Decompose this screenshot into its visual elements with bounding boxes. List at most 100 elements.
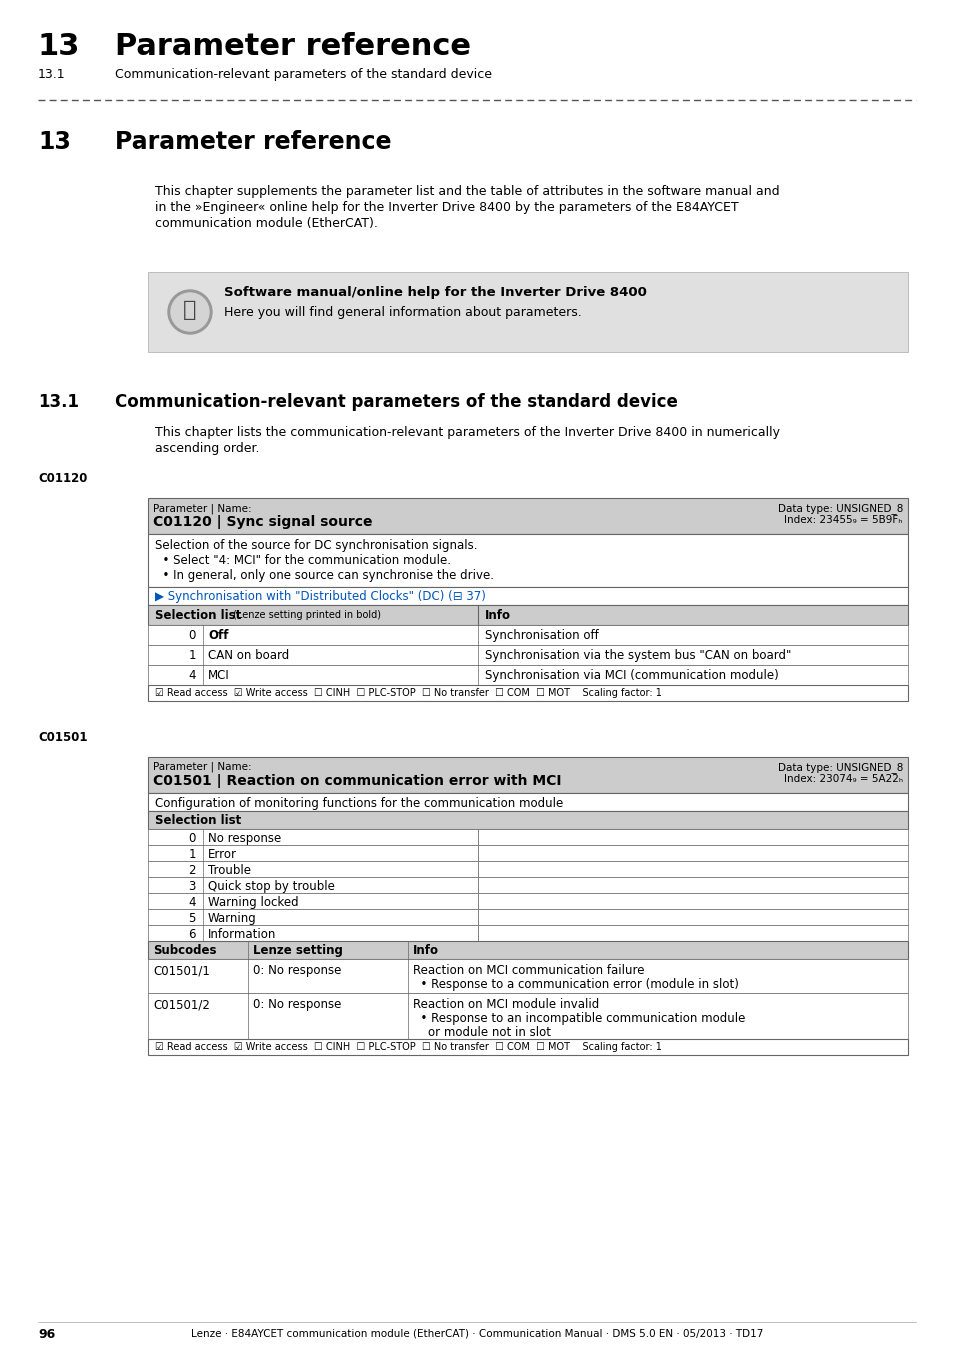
Text: Synchronisation via MCI (communication module): Synchronisation via MCI (communication m… [484, 670, 778, 682]
FancyBboxPatch shape [148, 792, 907, 811]
Text: Trouble: Trouble [208, 864, 251, 878]
Text: 4: 4 [189, 670, 195, 682]
Text: Off: Off [208, 629, 229, 643]
Text: ascending order.: ascending order. [154, 441, 259, 455]
Text: 0: No response: 0: No response [253, 998, 341, 1011]
Text: Lenze setting: Lenze setting [253, 944, 342, 957]
Text: Parameter | Name:: Parameter | Name: [152, 504, 252, 513]
Text: C01501: C01501 [38, 730, 88, 744]
FancyBboxPatch shape [477, 925, 907, 941]
Text: 0: 0 [189, 832, 195, 845]
FancyBboxPatch shape [477, 878, 907, 892]
Text: CAN on board: CAN on board [208, 649, 289, 662]
FancyBboxPatch shape [148, 587, 907, 605]
Text: This chapter lists the communication-relevant parameters of the Inverter Drive 8: This chapter lists the communication-rel… [154, 427, 780, 439]
Text: 6: 6 [189, 927, 195, 941]
Text: Ⓛ: Ⓛ [183, 300, 196, 320]
Text: C01501 | Reaction on communication error with MCI: C01501 | Reaction on communication error… [152, 774, 561, 788]
Text: Index: 23455₉ = 5B9Fₕ: Index: 23455₉ = 5B9Fₕ [783, 514, 902, 525]
Text: • In general, only one source can synchronise the drive.: • In general, only one source can synchr… [154, 568, 494, 582]
Text: Index: 23074₉ = 5A22ₕ: Index: 23074₉ = 5A22ₕ [783, 774, 902, 784]
Text: 13.1: 13.1 [38, 68, 66, 81]
FancyBboxPatch shape [148, 684, 907, 701]
FancyBboxPatch shape [477, 909, 907, 925]
Text: 2: 2 [189, 864, 195, 878]
FancyBboxPatch shape [148, 958, 907, 994]
FancyBboxPatch shape [148, 994, 907, 1040]
Text: No response: No response [208, 832, 281, 845]
Text: Subcodes: Subcodes [152, 944, 216, 957]
FancyBboxPatch shape [148, 605, 907, 625]
Text: Lenze · E84AYCET communication module (EtherCAT) · Communication Manual · DMS 5.: Lenze · E84AYCET communication module (E… [191, 1328, 762, 1338]
Text: Warning locked: Warning locked [208, 896, 298, 909]
FancyBboxPatch shape [477, 845, 907, 861]
Text: ▶ Synchronisation with "Distributed Clocks" (DC) (⊟ 37): ▶ Synchronisation with "Distributed Cloc… [154, 590, 485, 603]
Text: Data type: UNSIGNED_8: Data type: UNSIGNED_8 [777, 761, 902, 774]
Text: Communication-relevant parameters of the standard device: Communication-relevant parameters of the… [115, 393, 678, 410]
Text: Parameter reference: Parameter reference [115, 32, 471, 61]
Text: Error: Error [208, 848, 236, 861]
Text: C01120 | Sync signal source: C01120 | Sync signal source [152, 514, 372, 529]
FancyBboxPatch shape [148, 271, 907, 352]
FancyBboxPatch shape [148, 811, 907, 829]
Text: 0: 0 [189, 629, 195, 643]
FancyBboxPatch shape [148, 666, 907, 684]
Text: Synchronisation via the system bus "CAN on board": Synchronisation via the system bus "CAN … [484, 649, 791, 662]
Text: • Response to an incompatible communication module: • Response to an incompatible communicat… [413, 1012, 744, 1025]
Circle shape [168, 290, 212, 333]
FancyBboxPatch shape [148, 1040, 907, 1054]
FancyBboxPatch shape [148, 909, 477, 925]
Text: Parameter | Name:: Parameter | Name: [152, 761, 252, 772]
Text: or module not in slot: or module not in slot [413, 1026, 551, 1040]
Text: Reaction on MCI module invalid: Reaction on MCI module invalid [413, 998, 598, 1011]
FancyBboxPatch shape [477, 829, 907, 845]
Text: 0: No response: 0: No response [253, 964, 341, 977]
Text: Selection list: Selection list [154, 609, 245, 622]
Text: ☑ Read access  ☑ Write access  ☐ CINH  ☐ PLC-STOP  ☐ No transfer  ☐ COM  ☐ MOT  : ☑ Read access ☑ Write access ☐ CINH ☐ PL… [154, 1042, 661, 1052]
FancyBboxPatch shape [148, 941, 907, 958]
FancyBboxPatch shape [148, 845, 477, 861]
Text: Parameter reference: Parameter reference [115, 130, 391, 154]
Text: (Lenze setting printed in bold): (Lenze setting printed in bold) [233, 610, 380, 620]
Text: Software manual/online help for the Inverter Drive 8400: Software manual/online help for the Inve… [224, 286, 646, 298]
Text: Configuration of monitoring functions for the communication module: Configuration of monitoring functions fo… [154, 796, 562, 810]
FancyBboxPatch shape [148, 829, 477, 845]
Text: 1: 1 [189, 848, 195, 861]
Text: C01120: C01120 [38, 472, 88, 485]
Text: C01501/2: C01501/2 [152, 998, 210, 1011]
Text: Selection of the source for DC synchronisation signals.: Selection of the source for DC synchroni… [154, 539, 477, 552]
Text: ☑ Read access  ☑ Write access  ☐ CINH  ☐ PLC-STOP  ☐ No transfer  ☐ COM  ☐ MOT  : ☑ Read access ☑ Write access ☐ CINH ☐ PL… [154, 688, 661, 698]
FancyBboxPatch shape [148, 645, 907, 666]
Text: Reaction on MCI communication failure: Reaction on MCI communication failure [413, 964, 644, 977]
Text: Here you will find general information about parameters.: Here you will find general information a… [224, 306, 581, 319]
FancyBboxPatch shape [148, 892, 477, 909]
Text: 1: 1 [189, 649, 195, 662]
Circle shape [171, 293, 209, 331]
Text: Info: Info [484, 609, 511, 622]
Text: Quick stop by trouble: Quick stop by trouble [208, 880, 335, 892]
Text: Communication-relevant parameters of the standard device: Communication-relevant parameters of the… [115, 68, 492, 81]
FancyBboxPatch shape [477, 892, 907, 909]
Text: Warning: Warning [208, 913, 256, 925]
FancyBboxPatch shape [148, 535, 907, 587]
Text: Data type: UNSIGNED_8: Data type: UNSIGNED_8 [777, 504, 902, 514]
Text: C01501/1: C01501/1 [152, 964, 210, 977]
Text: • Response to a communication error (module in slot): • Response to a communication error (mod… [413, 977, 739, 991]
Text: communication module (EtherCAT).: communication module (EtherCAT). [154, 217, 377, 230]
Text: This chapter supplements the parameter list and the table of attributes in the s: This chapter supplements the parameter l… [154, 185, 779, 198]
Text: 5: 5 [189, 913, 195, 925]
FancyBboxPatch shape [148, 498, 907, 535]
Text: Selection list: Selection list [154, 814, 241, 828]
FancyBboxPatch shape [148, 861, 477, 878]
Text: Synchronisation off: Synchronisation off [484, 629, 598, 643]
FancyBboxPatch shape [148, 625, 907, 645]
Text: • Select "4: MCI" for the communication module.: • Select "4: MCI" for the communication … [154, 554, 451, 567]
Text: 13.1: 13.1 [38, 393, 79, 410]
Text: Info: Info [413, 944, 438, 957]
FancyBboxPatch shape [148, 878, 477, 892]
Text: 13: 13 [38, 130, 71, 154]
Text: Information: Information [208, 927, 276, 941]
Text: 13: 13 [38, 32, 80, 61]
FancyBboxPatch shape [148, 925, 477, 941]
Text: 4: 4 [189, 896, 195, 909]
